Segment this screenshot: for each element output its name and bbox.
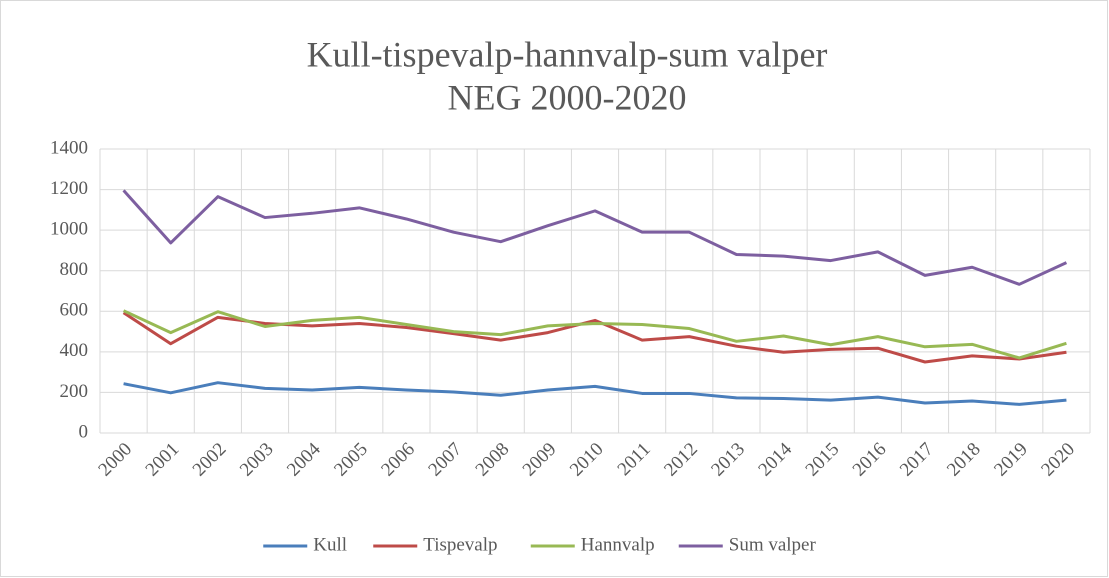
y-tick-label: 200 [60,381,89,402]
y-tick-label: 400 [60,340,89,361]
legend-label: Sum valper [729,534,817,555]
legend-label: Tispevalp [423,534,497,555]
legend-label: Hannvalp [581,534,655,555]
y-tick-label: 1400 [50,137,88,158]
legend-label: Kull [313,534,347,555]
series-line [122,309,1067,360]
y-tick-label: 1000 [50,219,88,240]
chart-subtitle: NEG 2000-2020 [448,77,687,117]
y-tick-label: 1200 [50,178,88,199]
series-line [123,381,1067,406]
y-tick-label: 600 [60,300,89,321]
y-tick-label: 800 [60,259,89,280]
y-tick-label: 0 [79,421,89,442]
series-line [122,189,1068,286]
chart-title: Kull-tispevalp-hannvalp-sum valper [307,34,828,74]
